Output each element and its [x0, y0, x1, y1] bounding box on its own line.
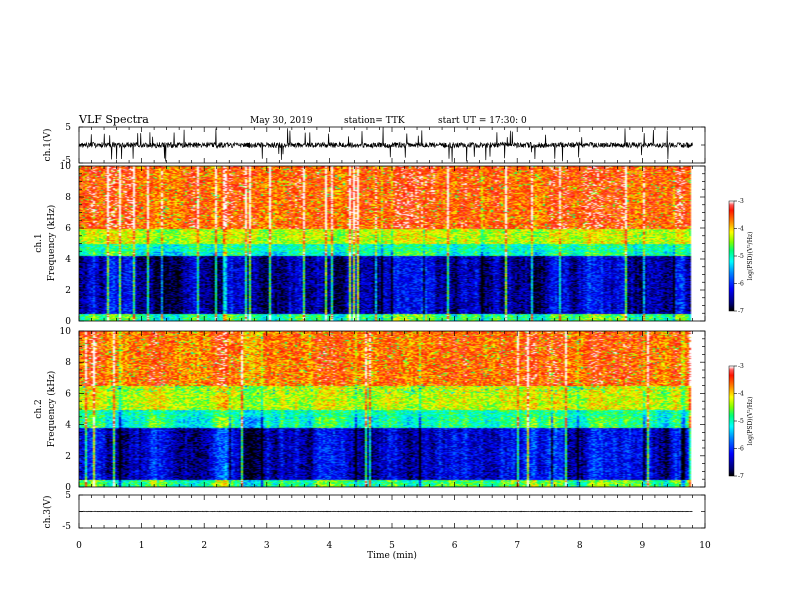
colorbar-tick-label: -7 — [738, 308, 744, 315]
ch1-waveform-panel: 5 -5 ch.1(V) — [42, 123, 706, 166]
freq-tick-label: 4 — [65, 255, 71, 265]
ch2-colorbar-ticks: -7 -6 -5 -4 -3 — [734, 363, 744, 480]
ch3-waveform-ylabel: ch.3(V) — [42, 496, 53, 529]
ch1-colorbar-label: log(PSD)(V²/Hz) — [747, 232, 754, 281]
time-tick-label: 0 — [76, 541, 82, 551]
freq-tick-label: 10 — [60, 327, 72, 337]
time-tick-label: 7 — [514, 541, 520, 551]
ch1-waveform-ylabel: ch.1(V) — [42, 129, 53, 162]
station-label: station= TTK — [344, 116, 405, 126]
start-ut-label: start UT = 17:30: 0 — [438, 116, 527, 126]
ch2-spectrogram-ylabel-line2: Frequency (kHz) — [46, 371, 57, 448]
freq-tick-label: 2 — [65, 286, 71, 296]
time-tick-label: 6 — [452, 541, 458, 551]
freq-tick-label: 10 — [60, 162, 72, 172]
colorbar-tick-label: -4 — [738, 226, 744, 233]
ch1-ytick-max: 5 — [65, 123, 71, 133]
ch3-waveform-ticks — [78, 494, 706, 529]
ch1-spectrogram-ticks: 0 2 4 6 8 10 — [60, 162, 706, 327]
ch2-colorbar — [729, 366, 734, 476]
ch1-spectrogram-heatmap — [79, 166, 705, 321]
colorbar-tick-label: -7 — [738, 473, 744, 480]
ch3-ytick-min: -5 — [62, 522, 71, 532]
colorbar-tick-label: -3 — [738, 363, 744, 370]
freq-tick-label: 4 — [65, 421, 71, 431]
time-tick-label: 1 — [139, 541, 145, 551]
freq-tick-label: 8 — [65, 358, 71, 368]
freq-tick-label: 6 — [65, 224, 71, 234]
freq-tick-label: 2 — [65, 452, 71, 462]
ch3-waveform-panel: 5 -5 ch.3(V) 0 1 2 3 4 5 6 7 8 9 10 Time (min) — [42, 491, 711, 561]
ch1-waveform-trace — [78, 126, 693, 162]
figure-title: VLF Spectra — [78, 113, 149, 126]
time-axis-label: Time (min) — [367, 550, 417, 561]
ch2-spectrogram-heatmap — [79, 331, 705, 487]
date-label: May 30, 2019 — [250, 116, 313, 126]
ch1-colorbar — [729, 201, 734, 311]
time-tick-label: 10 — [699, 541, 711, 551]
time-tick-label: 3 — [264, 541, 270, 551]
ch2-colorbar-label: log(PSD)(V²/Hz) — [747, 397, 754, 446]
time-tick-label: 2 — [201, 541, 207, 551]
time-axis-tick-labels: 0 1 2 3 4 5 6 7 8 9 10 — [76, 541, 711, 551]
freq-tick-label: 6 — [65, 389, 71, 399]
time-tick-label: 5 — [389, 541, 395, 551]
ch2-spectrogram-ylabel-line1: ch.2 — [34, 399, 44, 418]
time-tick-label: 4 — [327, 541, 333, 551]
ch1-spectrogram-ylabel-line2: Frequency (kHz) — [46, 205, 57, 282]
freq-tick-label: 8 — [65, 193, 71, 203]
colorbar-tick-label: -6 — [738, 446, 744, 453]
colorbar-tick-label: -5 — [738, 253, 744, 260]
colorbar-tick-label: -6 — [738, 281, 744, 288]
colorbar-tick-label: -4 — [738, 391, 744, 398]
time-tick-label: 9 — [640, 541, 646, 551]
ch1-waveform-ticks — [78, 126, 706, 164]
time-tick-label: 8 — [577, 541, 583, 551]
ch2-spectrogram-ticks: 0 2 4 6 8 10 — [60, 327, 706, 493]
ch1-ytick-min: -5 — [62, 156, 71, 166]
freq-tick-label: 0 — [65, 483, 71, 493]
freq-tick-label: 0 — [65, 317, 71, 327]
colorbar-tick-label: -3 — [738, 198, 744, 205]
ch1-colorbar-ticks: -7 -6 -5 -4 -3 — [734, 198, 744, 315]
ch1-spectrogram-ylabel-line1: ch.1 — [34, 233, 44, 252]
ch3-ytick-max: 5 — [65, 491, 71, 501]
colorbar-tick-label: -5 — [738, 418, 744, 425]
